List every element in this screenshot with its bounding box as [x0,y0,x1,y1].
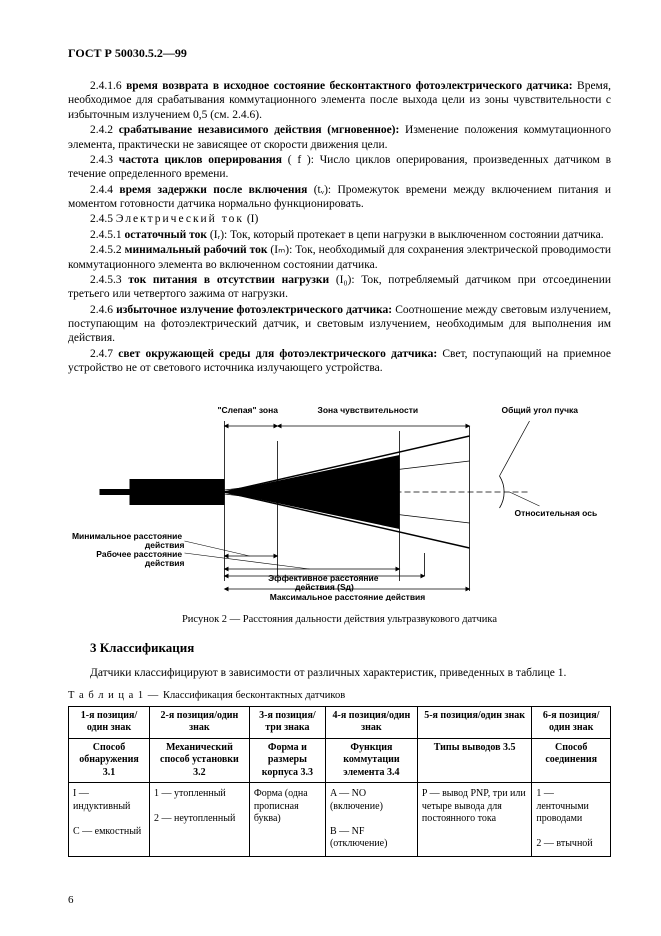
label-sens: Зона чувствительности [318,405,419,415]
def: (I) [244,213,258,225]
para-2-4-3: 2.4.3 частота циклов оперирования ( f ):… [68,153,611,182]
table-caption-rest: Классификация бесконтактных датчиков [163,690,345,701]
section-3-title: 3 Классификация [90,640,611,656]
para-2-4-5-2: 2.4.5.2 минимальный рабочий ток (Iₘ): То… [68,243,611,272]
def: (Iᵣ): Ток, который протекает в цепи нагр… [207,229,604,241]
td: Форма (одна прописная буква) [249,783,325,857]
label-work: Рабочее расстояние действия [96,549,184,568]
label-axis: Относительная ось [515,508,598,518]
label-blind: "Слепая" зона [218,405,279,415]
th: Форма и размеры корпуса 3.3 [249,738,325,783]
num: 2.4.5.3 [90,274,128,286]
term: остаточный ток [125,229,208,241]
figure-caption: Рисунок 2 — Расстояния дальности действи… [68,613,611,626]
term: минимальный рабочий ток [125,244,268,256]
label-max: Максимальное расстояние действия [270,592,426,601]
term: срабатывание независимого действия (мгно… [119,124,400,136]
table-caption: Т а б л и ц а 1 — Классификация бесконта… [68,689,611,702]
table-header-row-1: 1-я позиция/один знак 2-я позиция/один з… [69,706,611,738]
page: ГОСТ Р 50030.5.2—99 2.4.1.6 время возвра… [0,0,661,936]
term: время возврата в исходное состояние беск… [126,80,573,92]
term: частота циклов оперирования [119,154,282,166]
num: 2.4.6 [90,304,116,316]
classification-table: 1-я позиция/один знак 2-я позиция/один з… [68,706,611,857]
table-header-row-2: Способ обнаружения 3.1 Механический спос… [69,738,611,783]
th: 1-я позиция/один знак [69,706,150,738]
td: P — вывод PNP, три или четыре вывода для… [417,783,531,857]
th: Функция коммутации элемента 3.4 [325,738,417,783]
td: 1 — ленточными проводами 2 — втычной [532,783,611,857]
th: 3-я позиция/три знака [249,706,325,738]
td: 1 — утопленный 2 — неутопленный [149,783,249,857]
term: время задержки после включения [119,184,307,196]
th: 4-я позиция/один знак [325,706,417,738]
para-2-4-5: 2.4.5 Электрический ток (I) [68,212,611,226]
para-2-4-5-3: 2.4.5.3 ток питания в отсутствии нагрузк… [68,273,611,302]
label-min: Минимальное расстояние действия [72,531,185,550]
figure-2-diagram: "Слепая" зона Зона чувствительности Общи… [68,381,611,601]
term: Электрический ток [116,213,244,225]
num: 2.4.7 [90,348,118,360]
th: Способ обнаружения 3.1 [69,738,150,783]
num: 2.4.2 [90,124,119,136]
td: A — NO (включение) B — NF (отключение) [325,783,417,857]
num: 2.4.4 [90,184,119,196]
table-caption-pre: Т а б л и ц а 1 — [68,690,163,701]
section-3-intro: Датчики классифицируют в зависимости от … [68,666,611,680]
num: 2.4.5 [90,213,116,225]
num: 2.4.5.2 [90,244,125,256]
th: Механический способ установки 3.2 [149,738,249,783]
para-2-4-7: 2.4.7 свет окружающей среды для фотоэлек… [68,347,611,376]
th: 5-я позиция/один знак [417,706,531,738]
th: 2-я позиция/один знак [149,706,249,738]
th: 6-я позиция/один знак [532,706,611,738]
th: Способ соединения [532,738,611,783]
label-angle: Общий угол пучка [502,405,579,415]
page-number: 6 [68,894,74,908]
term: избыточное излучение фотоэлектрического … [116,304,392,316]
td: I — индуктивный C — емкостный [69,783,150,857]
num: 2.4.1.6 [90,80,126,92]
para-2-4-6: 2.4.6 избыточное излучение фотоэлектриче… [68,303,611,346]
para-2-4-5-1: 2.4.5.1 остаточный ток (Iᵣ): Ток, которы… [68,228,611,242]
para-2-4-1-6: 2.4.1.6 время возврата в исходное состоя… [68,79,611,122]
document-header: ГОСТ Р 50030.5.2—99 [68,46,611,61]
num: 2.4.3 [90,154,119,166]
th: Типы выводов 3.5 [417,738,531,783]
term: свет окружающей среды для фотоэлектричес… [118,348,437,360]
para-2-4-4: 2.4.4 время задержки после включения (tᵥ… [68,183,611,212]
term: ток питания в отсутствии нагрузки [128,274,329,286]
num: 2.4.5.1 [90,229,125,241]
para-2-4-2: 2.4.2 срабатывание независимого действия… [68,123,611,152]
table-row: I — индуктивный C — емкостный 1 — утопле… [69,783,611,857]
